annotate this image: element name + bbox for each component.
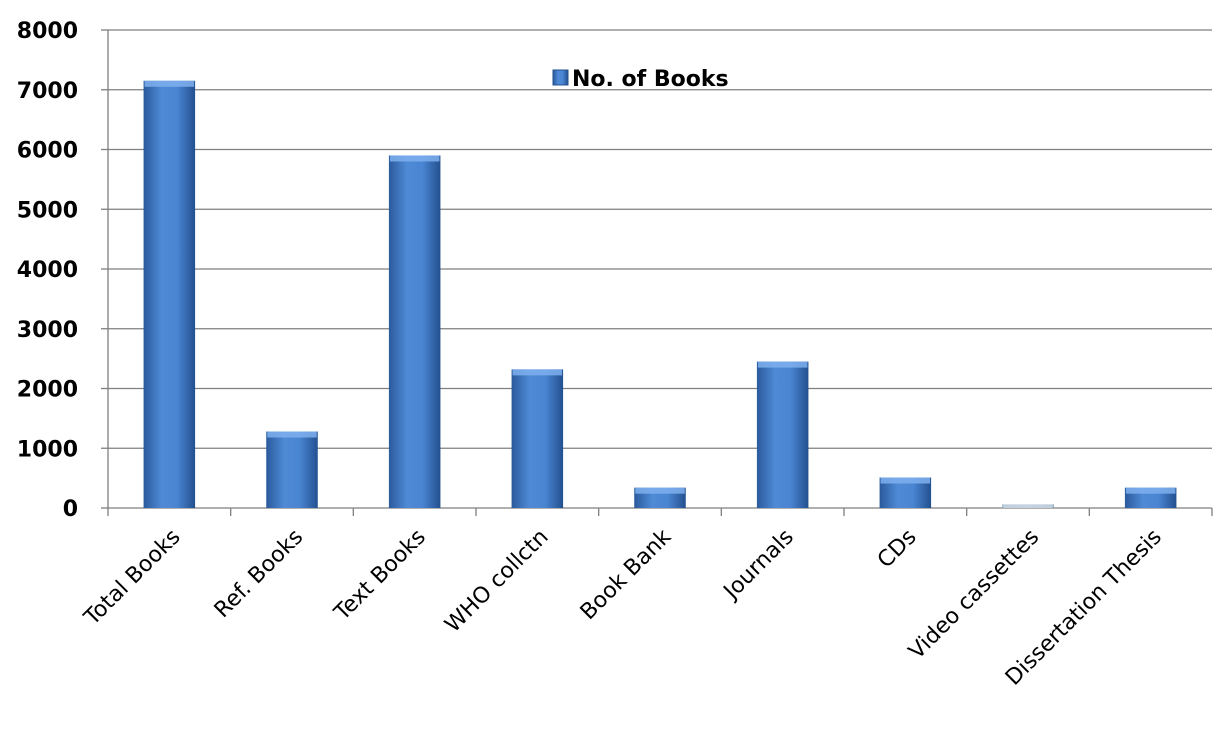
y-tick-label: 3000	[17, 318, 78, 343]
legend: No. of Books	[552, 67, 729, 92]
bar-total-books	[143, 80, 196, 508]
bar-who-collctn	[511, 369, 564, 508]
bar-highlight	[1125, 487, 1176, 494]
y-tick-label: 1000	[17, 437, 78, 462]
x-tick-label: Text Books	[329, 525, 431, 627]
bar-highlight	[757, 361, 808, 368]
bar-highlight	[1003, 504, 1053, 508]
bar-highlight	[635, 487, 685, 494]
x-tick-label: Ref. Books	[210, 525, 308, 623]
x-tick-label: CDs	[873, 525, 922, 574]
bar-highlight	[880, 477, 931, 484]
y-tick-label: 2000	[17, 378, 78, 403]
y-tick-label: 4000	[17, 258, 78, 283]
bar-highlight	[267, 431, 317, 438]
y-tick-label: 5000	[17, 198, 78, 223]
legend-swatch	[552, 69, 569, 86]
bars	[143, 80, 1177, 508]
x-tick-label: Book Bank	[576, 524, 677, 625]
y-tick-label: 8000	[17, 19, 78, 44]
bar-ref-books	[266, 431, 318, 508]
y-tick-label: 0	[63, 497, 78, 522]
bar-highlight	[512, 369, 563, 376]
y-tick-label: 6000	[17, 139, 78, 164]
x-tick-label: Journals	[718, 525, 799, 606]
x-tick-label: Total Books	[79, 525, 185, 631]
y-tick-labels: 0 1000 2000 3000 4000 5000 6000 7000 8000	[17, 19, 78, 522]
bar-highlight	[389, 155, 440, 162]
bar-journals	[756, 361, 809, 508]
y-tick-label: 7000	[17, 79, 78, 104]
x-tick-label: WHO collctn	[440, 525, 553, 638]
x-tick-labels: Total Books Ref. Books Text Books WHO collc…	[79, 524, 1167, 690]
bar-highlight	[144, 80, 195, 87]
x-tick-label: Video cassettes	[904, 525, 1044, 665]
legend-label: No. of Books	[572, 67, 729, 92]
bar-text-books	[388, 155, 441, 508]
gridlines	[108, 29, 1212, 449]
